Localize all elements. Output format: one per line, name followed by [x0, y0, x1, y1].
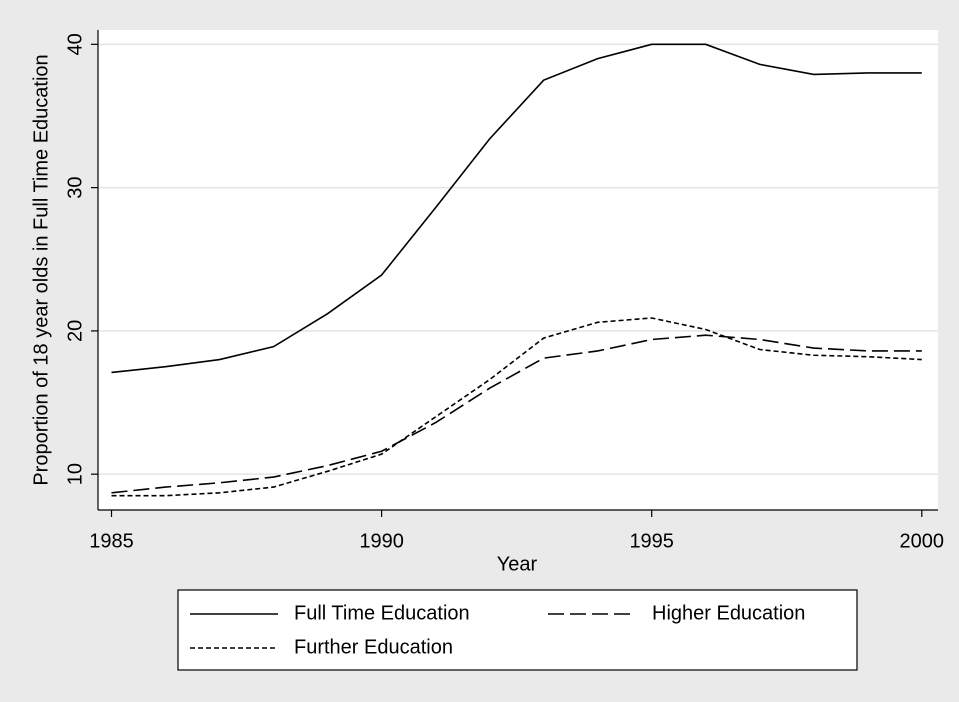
- y-tick-label: 40: [64, 33, 86, 55]
- plot-area: [98, 30, 938, 510]
- x-tick-label: 1995: [629, 530, 674, 552]
- y-tick-label: 30: [64, 176, 86, 198]
- x-axis-title: Year: [497, 553, 538, 575]
- series-line: [111, 317, 922, 497]
- series-line: [111, 43, 922, 374]
- y-tick-label: 20: [64, 320, 86, 342]
- y-axis-title: Proportion of 18 year olds in Full Time …: [30, 54, 52, 485]
- y-tick-label: 10: [64, 463, 86, 485]
- x-tick-label: 1985: [89, 530, 134, 552]
- series-line: [111, 334, 922, 494]
- x-tick-label: 2000: [900, 530, 945, 552]
- legend-label: Full Time Education: [294, 602, 470, 624]
- legend: [177, 589, 858, 671]
- x-tick-label: 1990: [359, 530, 404, 552]
- legend-label: Further Education: [294, 636, 453, 658]
- legend-label: Higher Education: [652, 602, 805, 624]
